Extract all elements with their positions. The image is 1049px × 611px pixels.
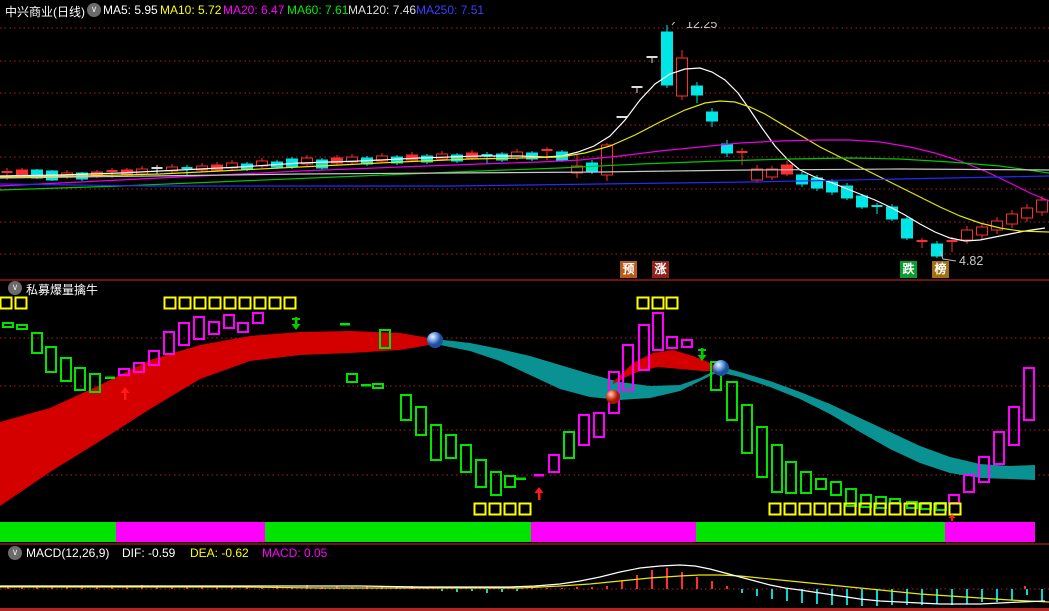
panel-separator-1 — [0, 279, 1049, 281]
collapse-main-chart-icon[interactable]: ∨ — [87, 3, 101, 17]
ma10-value: MA10: 5.72 — [160, 3, 222, 17]
indicator-title: 私募爆量擒牛 — [26, 283, 99, 297]
ranking-tag-榜[interactable]: 榜 — [932, 261, 949, 278]
ma20-value: MA20: 6.47 — [223, 3, 285, 17]
macd-header: ∨ MACD(12,26,9) DIF: -0.59 DEA: -0.62 MA… — [0, 546, 1049, 561]
ma5-value: MA5: 5.95 — [103, 3, 158, 17]
svg-text:4.82: 4.82 — [959, 254, 983, 268]
macd-title: MACD(12,26,9) — [26, 546, 110, 560]
panel-separator-2 — [0, 543, 1049, 545]
macd-dea-value: DEA: -0.62 — [190, 546, 249, 560]
svg-text:12.25: 12.25 — [686, 22, 717, 31]
ranking-tag-预[interactable]: 预 — [620, 261, 637, 278]
stock-title: 中兴商业(日线) — [5, 5, 85, 19]
candlestick-chart[interactable]: 12.25 4.82 — [0, 22, 1049, 280]
ma60-value: MA60: 7.61 — [287, 3, 349, 17]
macd-dif-value: DIF: -0.59 — [122, 546, 176, 560]
ranking-tag-跌[interactable]: 跌 — [900, 261, 917, 278]
ma120-value: MA120: 7.46 — [348, 3, 417, 17]
ma250-value: MA250: 7.51 — [416, 3, 485, 17]
collapse-indicator-icon[interactable]: ∨ — [8, 281, 22, 295]
macd-value: MACD: 0.05 — [262, 546, 328, 560]
private-fund-indicator-chart[interactable] — [0, 296, 1049, 542]
collapse-macd-icon[interactable]: ∨ — [8, 546, 22, 560]
ranking-tag-涨[interactable]: 涨 — [652, 261, 669, 278]
window-bottom-edge — [0, 608, 1049, 611]
indicator-header: ∨ 私募爆量擒牛 — [0, 281, 1049, 297]
macd-chart[interactable] — [0, 562, 1049, 608]
main-chart-header: 中兴商业(日线) ∨ MA5: 5.95 MA10: 5.72 MA20: 6.… — [0, 0, 1049, 20]
